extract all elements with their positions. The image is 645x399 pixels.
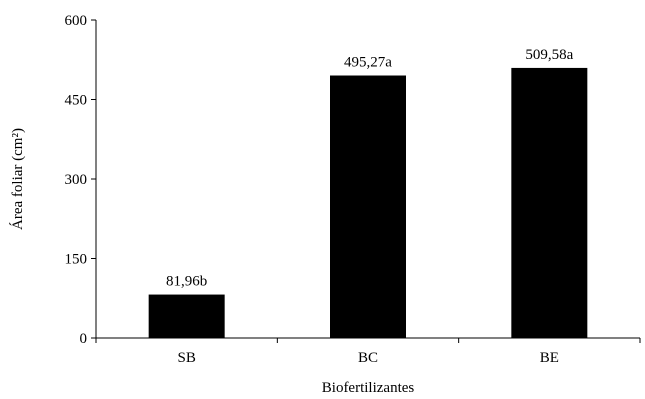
y-tick-label: 0	[80, 331, 88, 347]
y-tick-label: 600	[65, 13, 88, 29]
data-label-be: 509,58a	[525, 47, 573, 63]
x-axis-ticks: SB BC BE	[95, 338, 641, 366]
y-tick-label: 450	[65, 93, 88, 109]
x-tick-label: SB	[177, 350, 195, 366]
y-axis-ticks: 0 150 300 450 600	[65, 13, 96, 347]
x-axis-title: Biofertilizantes	[322, 380, 415, 396]
y-tick-label: 150	[65, 252, 88, 268]
x-tick-label: BC	[358, 350, 378, 366]
bar-sb	[148, 294, 225, 338]
y-axis-title: Área foliar (cm²)	[9, 128, 26, 230]
bars-group	[148, 67, 588, 338]
data-label-sb: 81,96b	[166, 274, 207, 290]
data-labels-group: 81,96b 495,27a 509,58a	[166, 47, 574, 290]
data-label-bc: 495,27a	[344, 55, 392, 71]
bar-bc	[330, 75, 406, 338]
bar-be	[511, 67, 588, 338]
y-tick-label: 300	[65, 172, 88, 188]
x-tick-label: BE	[540, 350, 559, 366]
